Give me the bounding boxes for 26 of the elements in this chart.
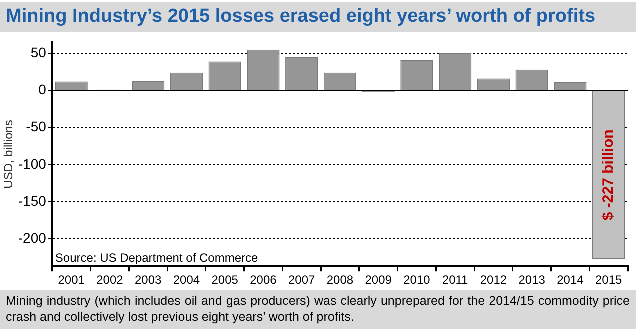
x-tick-label: 2009 [365,273,392,288]
y-axis-title: USD, billions [2,120,16,189]
x-tick-label: 2008 [326,273,354,288]
x-tick-label: 2004 [173,273,200,288]
x-tick-label: 2015 [595,273,622,288]
x-tick-label: 2012 [480,273,508,288]
y-tick-label: -150 [18,192,47,209]
x-tick-label: 2002 [96,273,124,288]
y-tick-label: -50 [26,118,47,135]
x-tick-label: 2005 [212,273,239,288]
text: Mining industry (which includes oil and gas producers) was clearly unprepared for the 2014/15 commodity price crash and collectively lost previous eight years’ worth of profits. [0,290,636,329]
y-tick-label: -200 [18,230,47,246]
chart-title: Mining Industry’s 2015 losses erased eight years’ worth of profits [0,2,636,32]
y-tick-label: -100 [18,156,47,172]
y-tick-label: 0 [38,82,47,98]
data-label: $ -227 billion [600,130,617,221]
x-tick-label: 2006 [250,273,278,288]
x-tick-label: 2011 [442,273,469,288]
x-tick-label: 2010 [404,273,431,288]
annotation: Source: US Department of Commerce [55,250,258,265]
x-tick-label: 2014 [557,273,584,288]
x-tick-label: 2007 [288,273,316,288]
x-tick-label: 2001 [58,273,86,288]
y-tick-label: 50 [30,44,47,60]
x-tick-label: 2013 [518,273,546,288]
x-tick-label: 2003 [135,273,162,288]
